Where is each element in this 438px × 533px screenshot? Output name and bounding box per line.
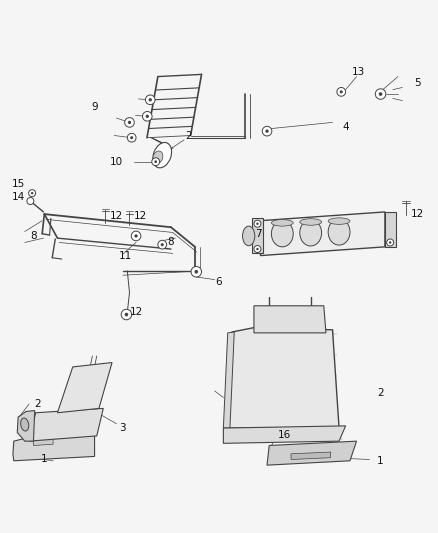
Circle shape [340, 90, 343, 93]
Circle shape [379, 92, 382, 96]
Circle shape [256, 248, 259, 251]
Ellipse shape [243, 226, 255, 246]
Ellipse shape [300, 220, 321, 246]
Circle shape [337, 87, 346, 96]
Circle shape [28, 190, 35, 197]
Polygon shape [291, 452, 331, 459]
Ellipse shape [300, 219, 321, 225]
Circle shape [256, 222, 259, 225]
Circle shape [142, 111, 152, 121]
Polygon shape [267, 441, 357, 465]
Circle shape [158, 240, 166, 249]
Circle shape [387, 239, 394, 246]
Polygon shape [13, 434, 95, 461]
Circle shape [121, 309, 132, 320]
Text: 16: 16 [278, 430, 291, 440]
Circle shape [161, 243, 164, 246]
Text: 1: 1 [377, 456, 384, 466]
Circle shape [127, 133, 136, 142]
Text: 6: 6 [215, 277, 223, 287]
Circle shape [134, 235, 138, 238]
Circle shape [265, 130, 268, 133]
Ellipse shape [272, 220, 293, 226]
Text: 10: 10 [110, 157, 123, 167]
Text: 12: 12 [411, 209, 424, 219]
Ellipse shape [328, 218, 350, 224]
Polygon shape [33, 439, 53, 446]
Circle shape [194, 270, 198, 273]
Circle shape [148, 98, 152, 101]
Text: 12: 12 [129, 308, 143, 317]
Circle shape [125, 118, 134, 127]
Text: 14: 14 [11, 192, 25, 201]
Ellipse shape [272, 221, 293, 247]
Text: 3: 3 [120, 423, 126, 433]
Text: 8: 8 [30, 231, 37, 241]
Circle shape [254, 220, 261, 227]
Text: 12: 12 [110, 211, 123, 221]
Polygon shape [252, 219, 263, 253]
Polygon shape [223, 332, 234, 428]
Ellipse shape [153, 142, 172, 168]
Circle shape [145, 115, 149, 118]
Polygon shape [29, 408, 103, 441]
Circle shape [154, 160, 157, 163]
Text: 8: 8 [168, 238, 174, 247]
Text: 15: 15 [11, 179, 25, 189]
Circle shape [128, 121, 131, 124]
Polygon shape [261, 212, 385, 256]
Circle shape [262, 126, 272, 136]
Text: 11: 11 [119, 251, 132, 261]
Circle shape [191, 266, 201, 277]
Circle shape [31, 192, 33, 195]
Text: 7: 7 [255, 229, 261, 239]
Text: 4: 4 [343, 122, 349, 132]
Polygon shape [254, 306, 326, 333]
Text: 5: 5 [414, 78, 421, 88]
Circle shape [389, 241, 392, 244]
Text: 2: 2 [185, 131, 192, 141]
Text: 12: 12 [134, 211, 147, 221]
Polygon shape [57, 362, 112, 413]
Polygon shape [17, 410, 35, 441]
Text: 2: 2 [377, 388, 384, 398]
Circle shape [375, 89, 386, 99]
Text: 9: 9 [91, 102, 98, 112]
Ellipse shape [153, 151, 163, 164]
Text: 2: 2 [35, 399, 41, 409]
Text: 1: 1 [41, 454, 48, 464]
Circle shape [254, 246, 261, 253]
Circle shape [131, 231, 141, 241]
Circle shape [130, 136, 133, 139]
Circle shape [27, 198, 34, 205]
Circle shape [152, 158, 159, 166]
Polygon shape [385, 212, 396, 247]
Circle shape [145, 95, 155, 104]
Polygon shape [228, 328, 339, 428]
Ellipse shape [21, 418, 29, 431]
Polygon shape [223, 426, 346, 443]
Circle shape [124, 313, 128, 317]
Text: 13: 13 [352, 67, 365, 77]
Ellipse shape [328, 219, 350, 245]
